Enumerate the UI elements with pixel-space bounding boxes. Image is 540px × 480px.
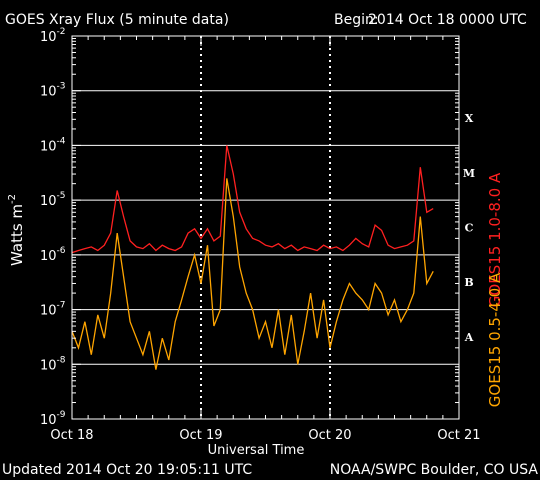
legend-short-channel: GOES15 0.5-4.0 A (486, 272, 504, 407)
flare-class-b: B (464, 276, 473, 289)
y-tick-label: 10-9 (40, 410, 66, 428)
y-tick-label: 10-3 (40, 82, 66, 100)
plot-frame (71, 35, 460, 420)
grid-lines (72, 36, 459, 419)
y-tick-label: 10-2 (40, 27, 66, 45)
y-tick-label: 10-4 (40, 136, 66, 154)
begin-label: Begin: (334, 12, 379, 28)
x-tick-label: Oct 18 (50, 428, 93, 443)
credit-text: NOAA/SWPC Boulder, CO USA (330, 462, 539, 478)
x-tick-label: Oct 20 (308, 428, 351, 443)
x-axis-title: Universal Time (208, 443, 305, 458)
data-series (71, 145, 434, 370)
y-tick-labels: 10-2 10-3 10-4 10-5 10-6 10-7 10-8 10-9 (40, 27, 81, 428)
flare-class-x: X (465, 112, 474, 125)
series-line-0 (71, 145, 434, 254)
chart-title: GOES Xray Flux (5 minute data) (5, 12, 229, 28)
flare-class-a: A (464, 331, 474, 344)
svg-text:Watts m-2: Watts m-2 (7, 194, 26, 266)
legend-long-channel: GOES15 1.0-8.0 A (486, 172, 504, 307)
flare-class-c: C (465, 222, 474, 235)
y-axis-title: Watts m-2 (7, 194, 26, 266)
y-tick-label: 10-7 (40, 301, 66, 319)
flare-class-m: M (463, 167, 475, 180)
x-tick-label: Oct 19 (179, 428, 222, 443)
y-axis-label-sup: -2 (7, 194, 18, 204)
flare-class-labels: X M C B A (463, 112, 475, 344)
y-tick-label: 10-5 (40, 191, 66, 209)
series-line-1 (71, 178, 434, 370)
begin-value: 2014 Oct 18 0000 UTC (368, 12, 527, 28)
y-axis-label: Watts m (8, 204, 26, 266)
y-tick-label: 10-8 (40, 355, 66, 373)
plot-border (71, 35, 460, 420)
updated-timestamp: Updated 2014 Oct 20 19:05:11 UTC (2, 462, 252, 478)
y-tick-label: 10-6 (40, 246, 66, 264)
x-tick-labels: Oct 18 Oct 19 Oct 20 Oct 21 (50, 428, 480, 443)
x-tick-label: Oct 21 (437, 428, 480, 443)
